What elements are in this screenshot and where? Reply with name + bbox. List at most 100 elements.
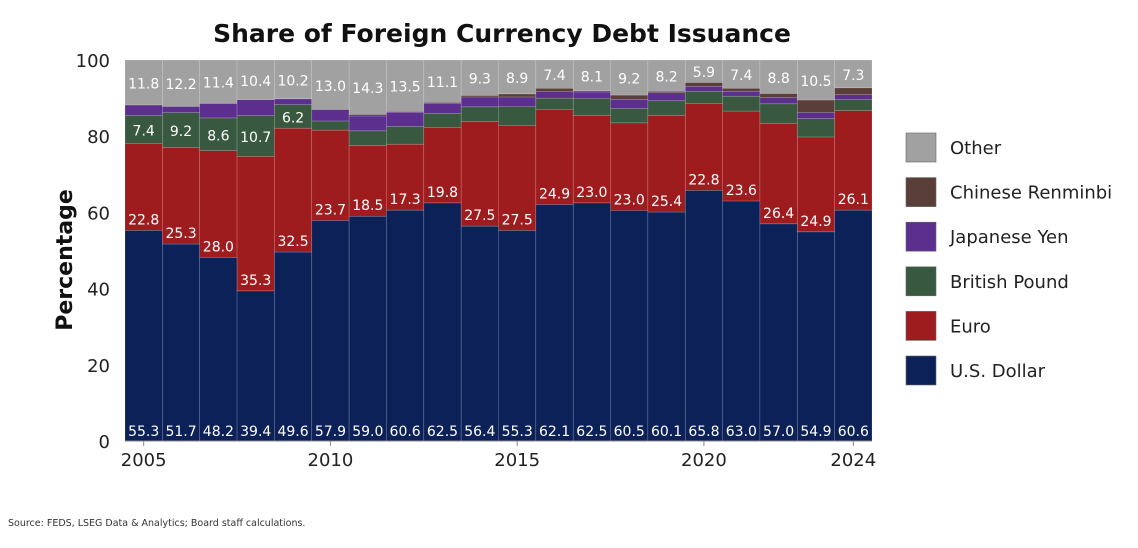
- data-label-u-s-dollar-2018: 60.5: [614, 424, 645, 440]
- data-label-euro-2022: 26.4: [763, 206, 794, 222]
- bar-segment-other-2022: [759, 59, 798, 94]
- bar-segment-british-pound-2008: [236, 115, 275, 157]
- bar-segment-british-pound-2020: [684, 90, 723, 104]
- data-label-other-2013: 11.1: [427, 75, 458, 91]
- data-label-other-2024: 7.3: [842, 68, 864, 84]
- bar-segment-japanese-yen-2020: [684, 85, 723, 92]
- legend-label-euro: Euro: [950, 316, 991, 337]
- bar-segment-japanese-yen-2005: [124, 104, 163, 116]
- bar-segment-japanese-yen-2010: [311, 109, 350, 122]
- bar-segment-u-s-dollar-2011: [348, 215, 387, 442]
- bar-segment-japanese-yen-2023: [796, 112, 835, 119]
- bar-segment-euro-2013: [423, 127, 462, 204]
- bar-segment-british-pound-2024: [834, 99, 873, 111]
- data-label-euro-2012: 17.3: [390, 192, 421, 208]
- data-label-other-2018: 9.2: [618, 72, 640, 88]
- bar-segment-other-2015: [498, 59, 537, 95]
- bar-segment-british-pound-2017: [572, 98, 611, 116]
- data-label-u-s-dollar-2024: 60.6: [838, 424, 869, 440]
- bar-segment-euro-2023: [796, 136, 835, 233]
- legend-swatch-british-pound: [905, 266, 937, 297]
- x-tick-label: 2015: [494, 450, 540, 471]
- bar-segment-japanese-yen-2008: [236, 99, 275, 116]
- bar-segment-euro-2015: [498, 125, 537, 231]
- bar-segment-british-pound-2006: [162, 112, 201, 148]
- data-label-british-pound-2006: 9.2: [170, 124, 192, 140]
- bar-segment-other-2017: [572, 59, 611, 92]
- bar-segment-chinese-renminbi-2023: [796, 99, 835, 113]
- bar-segment-chinese-renminbi-2016: [535, 87, 574, 92]
- bar-segment-british-pound-2007: [199, 117, 238, 151]
- legend-label-japanese-yen: Japanese Yen: [949, 227, 1069, 248]
- bar-segment-british-pound-2011: [348, 130, 387, 147]
- bar-segment-japanese-yen-2011: [348, 115, 387, 132]
- bar-segment-chinese-renminbi-2021: [722, 87, 761, 92]
- data-label-other-2014: 9.3: [469, 72, 491, 88]
- bar-segment-u-s-dollar-2006: [162, 243, 201, 442]
- axes: 0 20 40 60 80 100 2005 2010 2015 2020 2024: [76, 51, 877, 471]
- data-label-euro-2009: 32.5: [277, 234, 308, 250]
- bar-segment-british-pound-2016: [535, 97, 574, 110]
- data-label-british-pound-2008: 10.7: [240, 130, 271, 146]
- x-tick-label: 2024: [830, 450, 876, 471]
- data-label-euro-2005: 22.8: [128, 212, 159, 228]
- data-label-euro-2006: 25.3: [165, 226, 196, 242]
- bar-segment-japanese-yen-2021: [722, 90, 761, 97]
- bar-segment-u-s-dollar-2009: [274, 251, 313, 442]
- bar-segment-other-2006: [162, 59, 201, 107]
- bar-segment-euro-2007: [199, 150, 238, 258]
- data-label-u-s-dollar-2015: 55.3: [502, 424, 533, 440]
- data-label-other-2021: 7.4: [730, 68, 752, 84]
- bar-segment-u-s-dollar-2019: [647, 211, 686, 442]
- bar-segment-euro-2024: [834, 110, 873, 211]
- bar-segment-japanese-yen-2013: [423, 103, 462, 114]
- y-tick-label: 40: [87, 280, 110, 301]
- bar-segment-u-s-dollar-2020: [684, 190, 723, 442]
- bar-segment-other-2014: [460, 59, 499, 96]
- bar-segment-other-2024: [834, 59, 873, 89]
- bar-segment-chinese-renminbi-2015: [498, 93, 537, 98]
- y-tick-label: 0: [99, 432, 110, 453]
- bar-segment-japanese-yen-2016: [535, 91, 574, 99]
- bar-segment-u-s-dollar-2022: [759, 223, 798, 442]
- legend-label-chinese-renminbi: Chinese Renminbi: [950, 183, 1112, 204]
- data-label-other-2008: 10.4: [240, 74, 271, 90]
- data-label-u-s-dollar-2017: 62.5: [576, 424, 607, 440]
- data-label-other-2017: 8.1: [581, 69, 603, 85]
- bar-segment-u-s-dollar-2023: [796, 231, 835, 442]
- data-label-u-s-dollar-2009: 49.6: [277, 424, 308, 440]
- data-label-u-s-dollar-2010: 57.9: [315, 424, 346, 440]
- bar-segment-other-2011: [348, 59, 387, 115]
- legend-swatch-euro: [905, 311, 937, 341]
- bar-segment-british-pound-2012: [386, 125, 425, 145]
- y-axis-label: Percentage: [53, 189, 78, 331]
- bar-segment-euro-2016: [535, 109, 574, 205]
- legend-label-british-pound: British Pound: [950, 272, 1069, 293]
- data-label-u-s-dollar-2021: 63.0: [726, 424, 757, 440]
- data-label-euro-2017: 23.0: [576, 185, 607, 201]
- data-label-u-s-dollar-2023: 54.9: [800, 424, 831, 440]
- bar-segment-chinese-renminbi-2018: [610, 94, 649, 100]
- data-label-u-s-dollar-2008: 39.4: [240, 424, 271, 440]
- bar-segment-british-pound-2013: [423, 113, 462, 128]
- legend-label-other: Other: [950, 138, 1002, 159]
- data-label-other-2006: 12.2: [165, 77, 196, 93]
- data-label-u-s-dollar-2019: 60.1: [651, 424, 682, 440]
- data-label-euro-2016: 24.9: [539, 186, 570, 202]
- bar-segment-other-2012: [386, 59, 425, 112]
- bar-segment-other-2013: [423, 59, 462, 103]
- bar-segment-u-s-dollar-2005: [124, 230, 163, 442]
- y-tick-label: 60: [87, 203, 110, 224]
- x-tick-label: 2005: [121, 450, 167, 471]
- bar-segment-u-s-dollar-2016: [535, 204, 574, 442]
- data-label-euro-2011: 18.5: [352, 198, 383, 214]
- bar-segment-u-s-dollar-2013: [423, 202, 462, 442]
- y-tick-label: 100: [76, 51, 110, 72]
- bar-segment-japanese-yen-2014: [460, 96, 499, 108]
- data-label-other-2015: 8.9: [506, 71, 528, 87]
- bar-segment-japanese-yen-2015: [498, 96, 537, 107]
- data-label-u-s-dollar-2006: 51.7: [165, 424, 196, 440]
- data-label-u-s-dollar-2011: 59.0: [352, 424, 383, 440]
- chart-title: Share of Foreign Currency Debt Issuance: [213, 19, 791, 48]
